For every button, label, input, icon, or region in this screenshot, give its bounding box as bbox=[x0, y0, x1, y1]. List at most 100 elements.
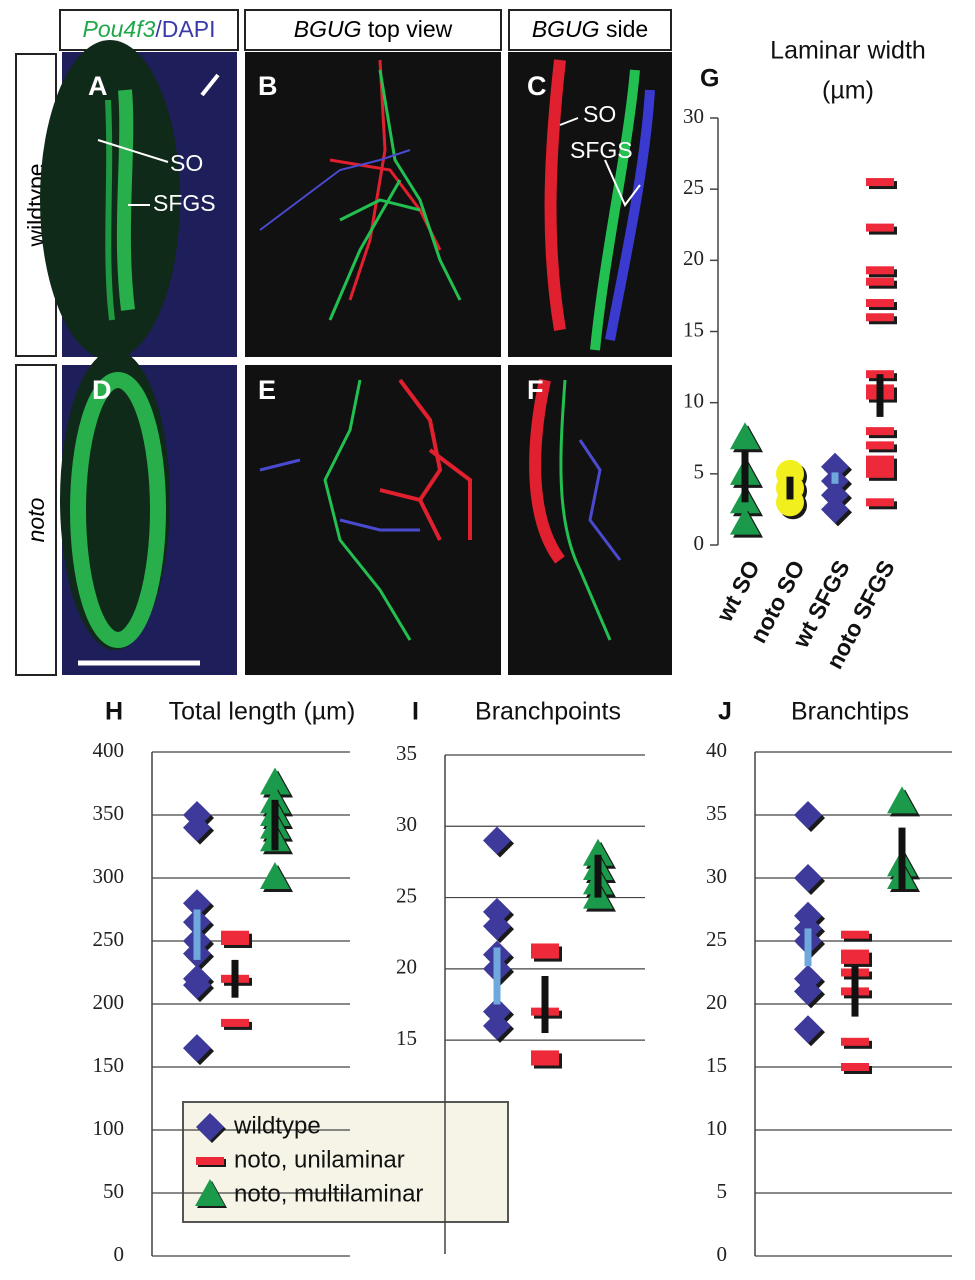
data-point bbox=[866, 313, 894, 322]
panel-letter: A bbox=[88, 71, 108, 101]
y-tick-label: 50 bbox=[103, 1179, 124, 1203]
data-point bbox=[221, 937, 249, 945]
data-point bbox=[483, 1011, 511, 1040]
header-part: side bbox=[600, 16, 649, 42]
y-tick-label: 10 bbox=[706, 1116, 727, 1140]
header-box bbox=[508, 9, 672, 51]
legend-box bbox=[182, 1101, 509, 1223]
data-point bbox=[841, 1063, 869, 1071]
error-bar bbox=[594, 854, 602, 898]
y-tick-label: 200 bbox=[93, 990, 125, 1014]
column-header: BGUG top view bbox=[294, 16, 453, 42]
y-tick-label: 5 bbox=[717, 1179, 728, 1203]
error-bar bbox=[741, 451, 749, 503]
data-point bbox=[866, 299, 894, 308]
pointer bbox=[97, 139, 169, 163]
legend-label: wildtype bbox=[233, 1112, 321, 1139]
data-point bbox=[866, 427, 894, 436]
data-point bbox=[866, 223, 894, 232]
data-point bbox=[531, 943, 559, 952]
error-bar bbox=[831, 472, 839, 484]
data-point bbox=[531, 1057, 559, 1066]
data-point bbox=[866, 277, 894, 286]
panel-letter: J bbox=[718, 698, 732, 726]
data-point bbox=[183, 889, 211, 918]
row-box bbox=[15, 364, 57, 676]
data-point bbox=[221, 1018, 249, 1027]
data-point bbox=[531, 1050, 559, 1059]
data-point bbox=[841, 955, 869, 964]
data-point bbox=[866, 266, 894, 275]
y-tick-label: 350 bbox=[93, 801, 125, 825]
data-point bbox=[483, 912, 511, 941]
header-part: Pou4f3 bbox=[83, 16, 156, 42]
data-point bbox=[583, 838, 613, 866]
data-point bbox=[794, 1015, 822, 1044]
data-point bbox=[821, 481, 849, 510]
data-point bbox=[821, 452, 849, 481]
y-tick-label: 0 bbox=[114, 1242, 125, 1266]
image-e bbox=[245, 365, 501, 675]
y-tick-label: 30 bbox=[396, 812, 417, 836]
header-part: BGUG bbox=[532, 16, 600, 42]
y-tick-label: 0 bbox=[694, 531, 705, 555]
error-bar bbox=[786, 476, 794, 500]
y-tick-label: 15 bbox=[396, 1026, 417, 1050]
y-tick-label: 250 bbox=[93, 927, 125, 951]
data-point bbox=[794, 977, 822, 1006]
row-label: noto bbox=[23, 497, 49, 542]
panel-letter: G bbox=[700, 65, 719, 93]
error-bar bbox=[851, 966, 859, 1017]
y-tick-label: 15 bbox=[706, 1053, 727, 1077]
error-bar bbox=[898, 827, 906, 891]
panel-letter: F bbox=[527, 375, 544, 405]
data-point bbox=[183, 1034, 211, 1063]
annotation: SO bbox=[583, 101, 616, 127]
data-point bbox=[866, 462, 894, 471]
panel-letter: H bbox=[105, 698, 123, 726]
legend-label: noto, unilaminar bbox=[234, 1146, 405, 1173]
data-point bbox=[730, 507, 760, 535]
data-point bbox=[483, 997, 511, 1026]
y-tick-label: 35 bbox=[706, 801, 727, 825]
data-point bbox=[483, 826, 511, 855]
y-tick-label: 400 bbox=[93, 738, 125, 762]
data-point bbox=[866, 441, 894, 450]
y-tick-label: 300 bbox=[93, 864, 125, 888]
data-point bbox=[483, 897, 511, 926]
data-point bbox=[260, 862, 290, 889]
y-tick-label: 20 bbox=[706, 990, 727, 1014]
data-point bbox=[841, 949, 869, 958]
data-point bbox=[776, 488, 804, 517]
legend-swatch bbox=[196, 1113, 224, 1141]
y-tick-label: 150 bbox=[93, 1053, 125, 1077]
data-point bbox=[183, 813, 211, 842]
micrographs bbox=[40, 40, 672, 675]
error-bar bbox=[541, 975, 549, 1034]
panel-letter: I bbox=[412, 698, 419, 726]
y-tick-label: 15 bbox=[683, 317, 704, 341]
data-point bbox=[866, 498, 894, 507]
chart-title: Branchpoints bbox=[475, 698, 621, 726]
legend-label: noto, multilaminar bbox=[234, 1180, 423, 1207]
data-point bbox=[183, 971, 211, 1000]
column-header: BGUG side bbox=[532, 16, 648, 42]
header-box bbox=[59, 9, 239, 51]
y-tick-label: 20 bbox=[683, 246, 704, 270]
panel-letter: D bbox=[92, 375, 112, 405]
error-bar bbox=[231, 959, 239, 998]
chart-title: Branchtips bbox=[791, 698, 909, 726]
data-point bbox=[794, 801, 822, 829]
y-tick-label: 35 bbox=[396, 741, 417, 765]
error-bar bbox=[271, 799, 279, 851]
error-bar bbox=[193, 909, 201, 960]
y-tick-label: 30 bbox=[706, 864, 727, 888]
y-tick-label: 10 bbox=[683, 388, 704, 412]
header-box bbox=[244, 9, 502, 51]
header-part: top view bbox=[361, 16, 452, 42]
y-tick-label: 100 bbox=[93, 1116, 125, 1140]
data-point bbox=[866, 469, 894, 478]
y-tick-label: 0 bbox=[717, 1242, 728, 1266]
y-tick-label: 30 bbox=[683, 104, 704, 128]
